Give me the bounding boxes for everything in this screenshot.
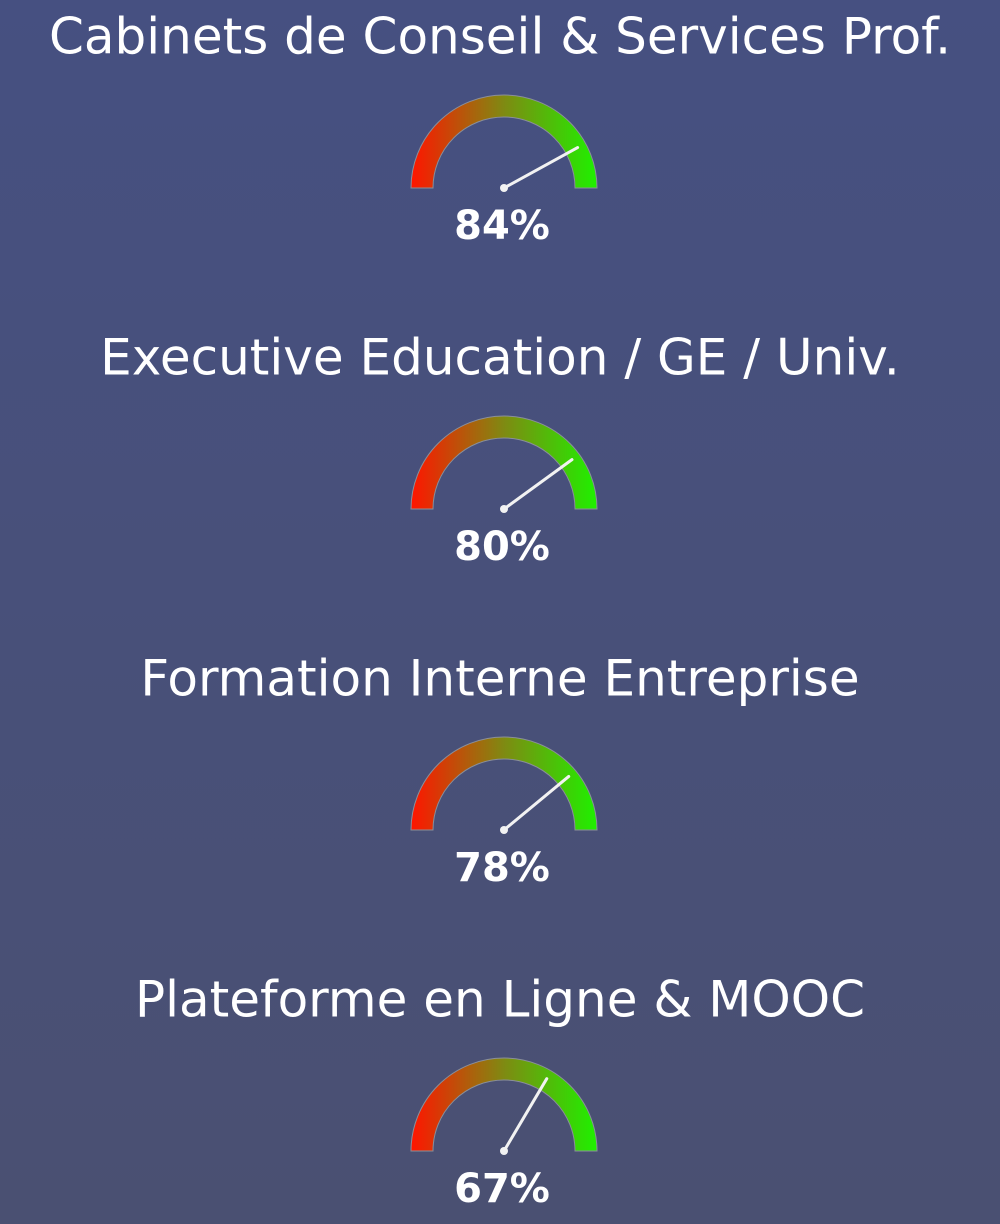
gauge-needle: [502, 774, 571, 832]
gauge-title: Executive Education / GE / Univ.: [100, 329, 900, 387]
gauge-arc: [410, 415, 598, 510]
gauge-title: Plateforme en Ligne & MOOC: [135, 971, 865, 1029]
needle-hub: [500, 505, 508, 513]
gauge-value-label: 80%: [454, 524, 550, 570]
gauge-value-label: 67%: [454, 1166, 550, 1212]
gauge-arc: [410, 736, 598, 831]
gauge-needle: [502, 458, 574, 511]
needle-hub: [500, 1147, 508, 1155]
gauge: Plateforme en Ligne & MOOC 67%: [135, 971, 865, 1213]
gauge-arc: [410, 1057, 598, 1152]
gauge-needle: [502, 1077, 549, 1153]
gauge-title: Cabinets de Conseil & Services Prof.: [49, 8, 951, 66]
gauge-title: Formation Interne Entreprise: [140, 650, 859, 708]
gauge-value-label: 78%: [454, 845, 550, 891]
needle-hub: [500, 184, 508, 192]
gauge-needle: [502, 146, 580, 190]
gauge: Cabinets de Conseil & Services Prof. 84%: [49, 8, 951, 250]
gauge: Executive Education / GE / Univ. 80%: [100, 329, 900, 571]
gauge-arc: [410, 94, 598, 189]
needle-hub: [500, 826, 508, 834]
gauge: Formation Interne Entreprise 78%: [140, 650, 859, 892]
gauge-value-label: 84%: [454, 203, 550, 249]
